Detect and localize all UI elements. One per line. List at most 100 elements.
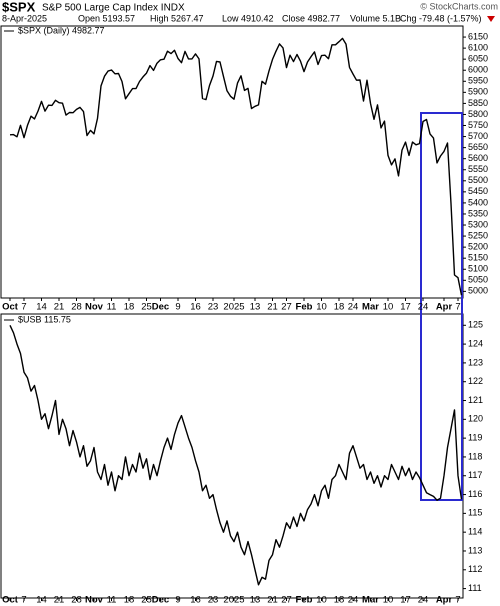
x-tick-label: 27 — [281, 595, 292, 606]
x-tick-label: 7 — [21, 595, 26, 606]
x-tick-label: Nov — [85, 302, 104, 313]
y-tick-label: 124 — [468, 338, 483, 348]
y-tick-label: 6050 — [468, 54, 488, 64]
x-tick-label: 27 — [281, 302, 292, 313]
price-line — [9, 325, 463, 586]
x-tick-label: Oct — [2, 595, 19, 606]
y-tick-label: 5750 — [468, 120, 488, 130]
x-tick-label: 10 — [316, 302, 327, 313]
x-tick-label: 9 — [175, 302, 180, 313]
down-arrow — [487, 16, 495, 22]
y-tick-label: 5500 — [468, 175, 488, 185]
y-tick-label: 118 — [468, 451, 482, 461]
y-tick-label: 122 — [468, 376, 483, 386]
x-tick-label: 21 — [267, 302, 278, 313]
stat: Open 5193.57 — [78, 13, 135, 23]
x-tick-label: 21 — [54, 302, 65, 313]
highlight-box — [420, 112, 463, 501]
x-tick-label: 16 — [190, 595, 201, 606]
y-tick-label: 5000 — [468, 286, 488, 296]
y-tick-label: 5200 — [468, 242, 488, 252]
x-tick-label: 2025 — [223, 302, 244, 313]
stat: Low 4910.42 — [222, 13, 274, 23]
index-name: S&P 500 Large Cap Index INDX — [42, 3, 185, 14]
x-tick-label: 7 — [21, 302, 26, 313]
x-tick-label: 9 — [175, 595, 180, 606]
y-tick-label: 5450 — [468, 186, 488, 196]
x-tick-label: 24 — [418, 595, 429, 606]
x-tick-label: 24 — [348, 595, 359, 606]
x-tick-label: Nov — [85, 595, 104, 606]
stat: Chg -79.48 (-1.57%) — [400, 13, 482, 23]
x-tick-label: 17 — [400, 595, 411, 606]
x-tick-label: 16 — [190, 302, 201, 313]
stat: Close 4982.77 — [282, 13, 340, 23]
x-tick-label: Oct — [2, 302, 19, 313]
x-tick-label: 7 — [455, 595, 460, 606]
x-tick-label: 13 — [250, 595, 261, 606]
x-tick-label: Dec — [152, 595, 169, 606]
x-tick-label: Feb — [296, 302, 313, 313]
x-tick-label: 25 — [141, 595, 152, 606]
y-tick-label: 5850 — [468, 98, 488, 108]
x-tick-label: Mar — [362, 595, 379, 606]
y-tick-label: 5800 — [468, 109, 488, 119]
y-tick-label: 5600 — [468, 153, 488, 163]
x-tick-label: 28 — [71, 302, 82, 313]
stat: Volume 5.1B — [350, 13, 401, 23]
x-tick-label: 18 — [334, 595, 345, 606]
y-tick-label: 5050 — [468, 275, 488, 285]
x-tick-label: 21 — [54, 595, 65, 606]
x-tick-label: 11 — [107, 302, 117, 313]
y-tick-label: 115 — [468, 508, 482, 518]
x-tick-label: 11 — [107, 595, 117, 606]
source: © StockCharts.com — [420, 1, 498, 11]
y-tick-label: 119 — [468, 433, 482, 443]
y-tick-label: 116 — [468, 489, 482, 499]
x-tick-label: 17 — [400, 302, 411, 313]
x-tick-label: 18 — [124, 302, 135, 313]
y-tick-label: 5100 — [468, 264, 488, 274]
y-tick-label: 5300 — [468, 219, 488, 229]
y-tick-label: 5400 — [468, 197, 488, 207]
x-tick-label: 24 — [348, 302, 359, 313]
y-tick-label: 111 — [468, 583, 482, 593]
x-tick-label: 21 — [267, 595, 278, 606]
x-tick-label: 18 — [334, 302, 345, 313]
x-tick-label: Apr — [436, 302, 453, 313]
y-tick-label: 123 — [468, 357, 483, 367]
x-tick-label: 10 — [316, 595, 327, 606]
x-tick-label: 23 — [208, 302, 219, 313]
x-tick-label: 13 — [250, 302, 261, 313]
legend-label: $USB 115.75 — [18, 314, 71, 324]
y-tick-label: 6150 — [468, 31, 488, 41]
x-tick-label: 24 — [418, 302, 429, 313]
y-tick-label: 5700 — [468, 131, 488, 141]
y-tick-label: 114 — [468, 527, 482, 537]
x-tick-label: 10 — [383, 595, 394, 606]
date: 8-Apr-2025 — [2, 13, 47, 23]
price-line — [9, 37, 463, 296]
x-tick-label: Mar — [362, 302, 379, 313]
y-tick-label: 5350 — [468, 208, 488, 218]
y-tick-label: 113 — [468, 545, 482, 555]
stat: High 5267.47 — [150, 13, 204, 23]
x-tick-label: 7 — [455, 302, 460, 313]
y-tick-label: 5650 — [468, 142, 488, 152]
x-tick-label: 25 — [141, 302, 152, 313]
y-tick-label: 112 — [468, 564, 482, 574]
x-tick-label: 14 — [36, 302, 47, 313]
panel-frame — [0, 313, 464, 599]
y-tick-label: 6100 — [468, 42, 488, 52]
y-tick-label: 5250 — [468, 230, 488, 240]
legend-label: $SPX (Daily) 4982.77 — [18, 25, 105, 35]
x-tick-label: Dec — [152, 302, 169, 313]
y-tick-label: 5950 — [468, 76, 488, 86]
x-tick-label: 18 — [124, 595, 135, 606]
x-tick-label: Apr — [436, 595, 453, 606]
y-tick-label: 5550 — [468, 164, 488, 174]
x-tick-label: 14 — [36, 595, 47, 606]
y-tick-label: 120 — [468, 414, 483, 424]
